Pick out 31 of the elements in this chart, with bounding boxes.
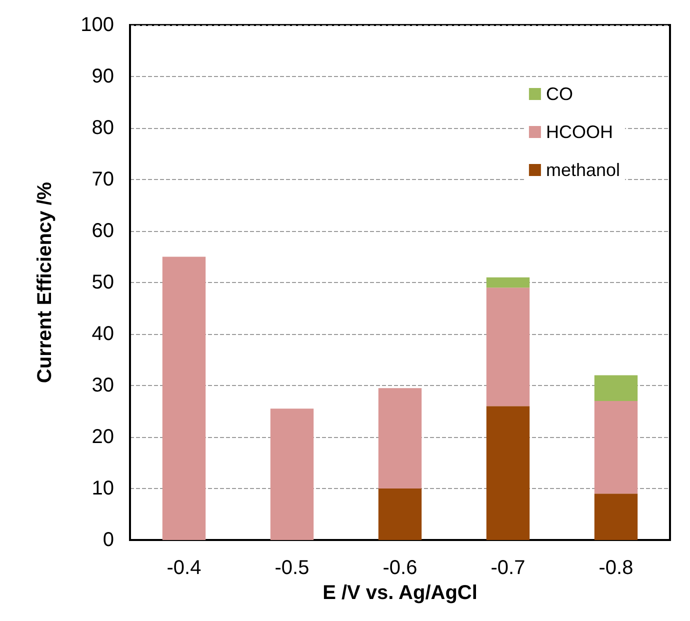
x-axis-title: E /V vs. Ag/AgCl <box>322 582 478 604</box>
y-tick-label: 30 <box>92 374 114 396</box>
bar <box>378 388 422 488</box>
y-tick-label: 40 <box>92 323 114 345</box>
y-tick-label: 70 <box>92 168 114 190</box>
legend-label: methanol <box>546 160 620 180</box>
y-tick-label: 60 <box>92 220 114 242</box>
x-tick-label: -0.4 <box>166 557 202 579</box>
y-tick-label: 0 <box>102 529 114 551</box>
bar <box>270 408 314 540</box>
bar <box>486 288 530 406</box>
bar <box>378 488 422 540</box>
y-tick-label: 80 <box>92 117 114 139</box>
legend-label: HCOOH <box>546 122 613 142</box>
bar <box>594 375 638 401</box>
legend-label: CO <box>546 84 573 104</box>
y-tick-label: 90 <box>92 66 114 88</box>
y-tick-label: 50 <box>92 272 114 294</box>
x-tick-label: -0.8 <box>598 557 634 579</box>
x-tick-label: -0.7 <box>490 557 526 579</box>
x-tick-label: -0.5 <box>274 557 310 579</box>
bar <box>594 400 638 494</box>
bar <box>486 277 530 288</box>
bar <box>486 406 530 540</box>
y-axis-title: Current Efficiency /% <box>34 182 56 384</box>
x-tick-label: -0.6 <box>382 557 418 579</box>
y-tick-label: 100 <box>80 14 114 36</box>
bar <box>162 256 206 540</box>
y-tick-label: 20 <box>92 426 114 448</box>
y-tick-label: 10 <box>92 478 114 500</box>
bar <box>594 494 638 540</box>
